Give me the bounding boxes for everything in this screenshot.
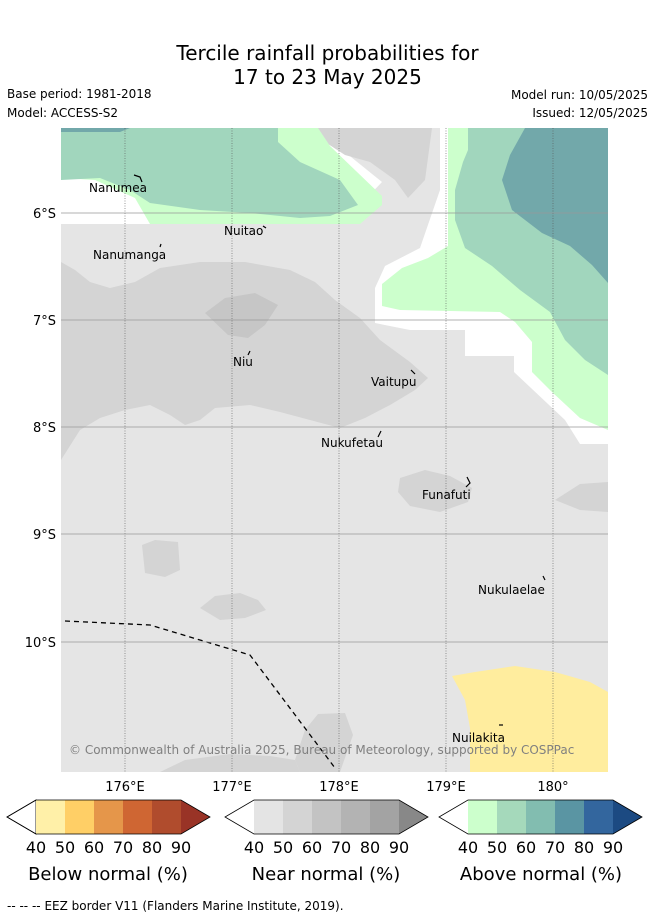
place-label-niu: Niu bbox=[233, 355, 253, 369]
colorbar-swatch bbox=[254, 800, 283, 834]
lon-tick-label: 178°E bbox=[319, 780, 359, 795]
map-title: Tercile rainfall probabilities for 17 to… bbox=[0, 41, 655, 89]
near-normal-50-region-g bbox=[295, 713, 353, 772]
colorbar-below-normal: 40 50 60 70 80 90 Below normal (%) bbox=[6, 799, 211, 885]
place-label-nukufetau: Nukufetau bbox=[321, 436, 383, 450]
place-label-funafuti: Funafuti bbox=[422, 488, 471, 502]
colorbar-extend-low bbox=[6, 799, 37, 835]
place-label-nuilakita: Nuilakita bbox=[452, 731, 505, 745]
above-normal-60-region-nw bbox=[61, 128, 130, 132]
copyright-notice: © Commonwealth of Australia 2025, Bureau… bbox=[69, 743, 574, 757]
colorbar-swatch bbox=[312, 800, 341, 834]
colorbar-swatch bbox=[497, 800, 526, 834]
probability-fields bbox=[61, 128, 608, 772]
colorbar-title: Below normal (%) bbox=[28, 864, 188, 885]
near-normal-50-region-a bbox=[61, 262, 428, 460]
title-line-2: 17 to 23 May 2025 bbox=[233, 65, 422, 89]
model-name: Model: ACCESS-S2 bbox=[7, 106, 119, 120]
colorbar-swatch bbox=[36, 800, 65, 834]
near-normal-50-region-c bbox=[398, 470, 472, 512]
title-line-1: Tercile rainfall probabilities for bbox=[176, 41, 479, 65]
colorbar-extend-low bbox=[225, 800, 254, 834]
colorbar-tick: 90 bbox=[389, 838, 409, 857]
colorbar-tick: 90 bbox=[171, 838, 191, 857]
colorbar-swatch bbox=[468, 800, 497, 834]
lat-tick-label: 10°S bbox=[25, 636, 56, 651]
colorbar-swatch bbox=[341, 800, 370, 834]
colorbar-extend-high bbox=[399, 800, 428, 834]
place-label-nuitao: Nuitao bbox=[224, 224, 263, 238]
colorbar-tick: 70 bbox=[113, 838, 133, 857]
model-run: Model run: 10/05/2025 bbox=[510, 88, 648, 102]
colorbar-extend-high bbox=[181, 800, 210, 834]
colorbar-tick: 70 bbox=[545, 838, 565, 857]
colorbar-tick: 40 bbox=[244, 838, 264, 857]
colorbar-extend-low bbox=[439, 800, 468, 834]
near-normal-50-region-b bbox=[318, 128, 432, 198]
lon-tick-label: 179°E bbox=[426, 780, 466, 795]
colorbar-swatch bbox=[526, 800, 555, 834]
below-normal-40-region bbox=[452, 666, 608, 772]
colorbar-extend-high bbox=[613, 800, 642, 834]
place-label-nanumea: Nanumea bbox=[89, 181, 147, 195]
colorbar-swatch bbox=[370, 800, 399, 834]
graticule bbox=[61, 128, 608, 772]
near-normal-60-region bbox=[205, 293, 278, 338]
base-period: Base period: 1981-2018 bbox=[7, 87, 152, 101]
lat-tick-label: 6°S bbox=[33, 207, 56, 222]
colorbar-tick: 50 bbox=[487, 838, 507, 857]
colorbar-swatch bbox=[584, 800, 613, 834]
colorbar-tick: 70 bbox=[331, 838, 351, 857]
colorbar-near-normal: 40 50 60 70 80 90 Near normal (%) bbox=[224, 799, 429, 885]
place-label-nanumanga: Nanumanga bbox=[93, 248, 166, 262]
near-normal-50-region-h bbox=[160, 754, 300, 772]
near-normal-50-region-f bbox=[200, 593, 266, 620]
place-label-nukulaelae: Nukulaelae bbox=[478, 583, 545, 597]
colorbar-swatch bbox=[123, 800, 152, 834]
colorbar-tick: 60 bbox=[84, 838, 104, 857]
lat-tick-label: 7°S bbox=[33, 314, 56, 329]
near-normal-50-region-e bbox=[142, 540, 180, 577]
eez-border-line bbox=[64, 620, 336, 769]
near-normal-50-region-d bbox=[555, 482, 608, 512]
eez-legend-text: EEZ border V11 (Flanders Marine Institut… bbox=[44, 899, 344, 913]
colorbar-tick: 60 bbox=[516, 838, 536, 857]
colorbar-title: Near normal (%) bbox=[252, 864, 401, 885]
eez-legend-symbol: -- -- -- bbox=[7, 899, 41, 913]
colorbar-swatch bbox=[555, 800, 584, 834]
colorbar-tick: 80 bbox=[142, 838, 162, 857]
lon-tick-label: 180° bbox=[537, 780, 568, 795]
colorbar-tick: 40 bbox=[458, 838, 478, 857]
colorbar-tick: 80 bbox=[574, 838, 594, 857]
issued-date: Issued: 12/05/2025 bbox=[532, 106, 648, 120]
colorbar-swatch bbox=[283, 800, 312, 834]
lat-tick-label: 9°S bbox=[33, 528, 56, 543]
lon-tick-label: 177°E bbox=[212, 780, 252, 795]
colorbar-tick: 50 bbox=[55, 838, 75, 857]
eez-legend: -- -- -- EEZ border V11 (Flanders Marine… bbox=[7, 899, 344, 913]
colorbar-title: Above normal (%) bbox=[460, 864, 622, 885]
above-normal-60-region-ne bbox=[502, 128, 608, 283]
colorbar-swatch bbox=[65, 800, 94, 834]
colorbar-above-normal: 40 50 60 70 80 90 Above normal (%) bbox=[438, 799, 643, 885]
colorbar-tick: 90 bbox=[603, 838, 623, 857]
colorbar-tick: 80 bbox=[360, 838, 380, 857]
lon-tick-label: 176°E bbox=[105, 780, 145, 795]
colorbar-swatch bbox=[152, 800, 181, 834]
colorbar-tick: 60 bbox=[302, 838, 322, 857]
colorbar-tick: 40 bbox=[26, 838, 46, 857]
colorbar-tick: 50 bbox=[273, 838, 293, 857]
lat-tick-label: 8°S bbox=[33, 421, 56, 436]
above-normal-50-region-nw bbox=[61, 128, 358, 218]
place-label-vaitupu: Vaitupu bbox=[371, 375, 417, 389]
colorbar-swatch bbox=[94, 800, 123, 834]
island-markers bbox=[133, 174, 546, 726]
